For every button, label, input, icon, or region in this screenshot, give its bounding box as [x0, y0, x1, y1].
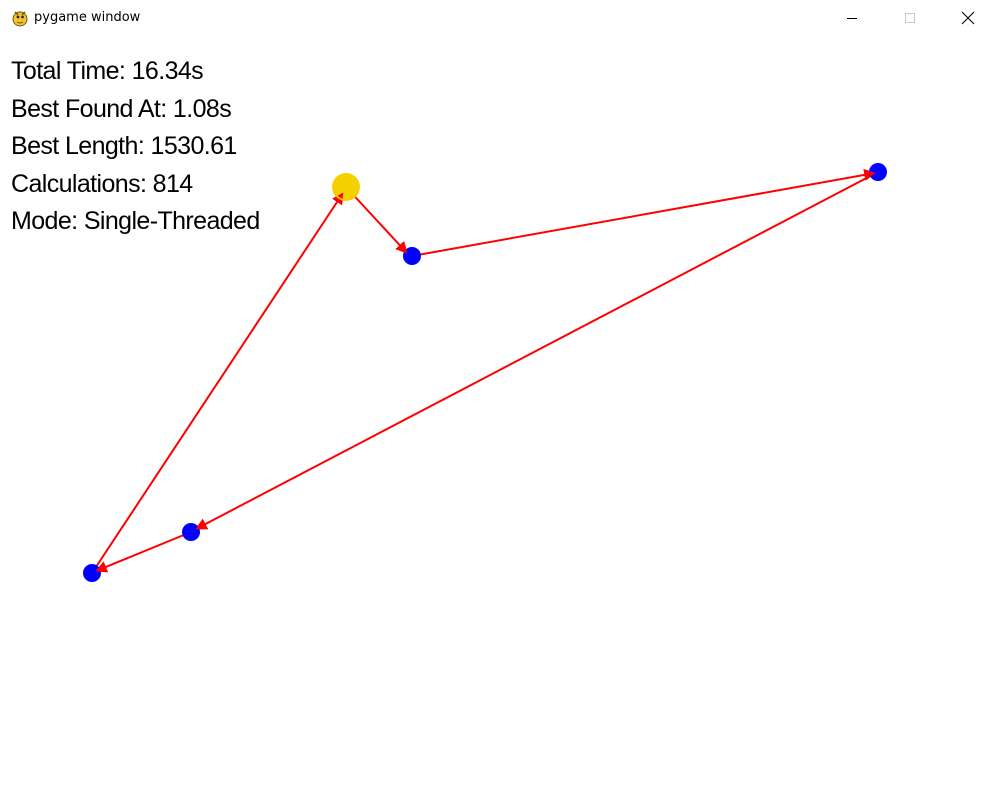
- close-icon: [961, 11, 975, 25]
- start-city: [332, 173, 360, 201]
- calculations-text: Calculations: 814: [11, 169, 193, 198]
- minimize-icon: [847, 18, 857, 19]
- city-node: [403, 247, 421, 265]
- window-title: pygame window: [34, 10, 141, 25]
- mode-text: Mode: Single-Threaded: [11, 207, 260, 235]
- maximize-button[interactable]: [881, 0, 939, 36]
- tour-edge: [345, 186, 408, 254]
- tour-edge: [94, 531, 192, 573]
- minimize-button[interactable]: [823, 0, 881, 36]
- pygame-snake-icon: [12, 11, 28, 27]
- close-button[interactable]: [939, 0, 997, 36]
- city-node: [83, 564, 101, 582]
- tour-edge: [194, 171, 879, 530]
- title-bar[interactable]: pygame window: [0, 0, 997, 36]
- total-time-text: Total Time: 16.34s: [11, 57, 204, 85]
- best-found-at-text: Best Found At: 1.08s: [11, 94, 232, 123]
- best-length-text: Best Length: 1530.61: [11, 132, 237, 160]
- stats-overlay: Total Time: 16.34s Best Found At: 1.08s …: [11, 53, 260, 241]
- city-node: [869, 163, 887, 181]
- tour-edge: [411, 168, 877, 257]
- maximize-icon: [905, 13, 915, 23]
- tour-edge: [91, 191, 344, 574]
- city-node: [182, 523, 200, 541]
